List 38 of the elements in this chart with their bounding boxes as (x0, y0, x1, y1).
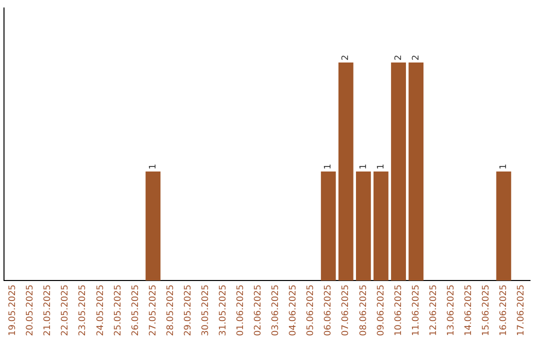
x-tick-label: 01.06.2025 (236, 284, 246, 336)
x-tick-label: 22.05.2025 (60, 284, 71, 336)
x-tick-label: 30.05.2025 (200, 284, 211, 336)
x-tick-label: 26.05.2025 (130, 284, 141, 336)
x-tick-label: 14.06.2025 (464, 284, 474, 336)
x-tick-label: 29.05.2025 (183, 284, 194, 336)
x-tick-label: 10.06.2025 (394, 284, 404, 336)
data-label: 2 (394, 54, 404, 60)
x-tick-label: 11.06.2025 (411, 284, 422, 336)
x-tick-label: 21.05.2025 (43, 284, 54, 336)
x-tick-label: 02.06.2025 (254, 284, 264, 336)
x-tick-label: 13.06.2025 (446, 284, 456, 336)
data-label: 1 (499, 164, 510, 170)
x-tick-label: 08.06.2025 (358, 284, 369, 336)
x-tick-label: 03.06.2025 (271, 284, 282, 336)
x-tick-label: 04.06.2025 (288, 284, 299, 336)
x-tick-label: 07.06.2025 (341, 284, 352, 336)
x-tick-label: 19.05.2025 (8, 284, 18, 336)
x-tick-label: 17.06.2025 (516, 284, 527, 336)
x-tick-label: 06.06.2025 (324, 284, 334, 336)
data-label: 1 (148, 164, 158, 170)
data-label: 2 (341, 54, 352, 60)
x-tick-label: 09.06.2025 (376, 284, 386, 336)
x-tick-label: 31.05.2025 (218, 284, 229, 336)
x-tick-label: 24.05.2025 (96, 284, 106, 336)
data-label: 1 (376, 164, 386, 170)
x-tick-label: 15.06.2025 (482, 284, 492, 336)
x-tick-label: 16.06.2025 (499, 284, 510, 336)
x-tick-label: 23.05.2025 (78, 284, 88, 336)
data-label: 1 (358, 164, 369, 170)
data-label: 1 (324, 164, 334, 170)
x-tick-label: 20.05.2025 (26, 284, 36, 336)
x-tick-label: 12.06.2025 (428, 284, 439, 336)
x-tick-label: 05.06.2025 (306, 284, 316, 336)
x-tick-label: 25.05.2025 (113, 284, 124, 336)
x-tick-label: 27.05.2025 (148, 284, 158, 336)
x-tick-label: 28.05.2025 (166, 284, 176, 336)
data-label: 2 (411, 54, 422, 60)
